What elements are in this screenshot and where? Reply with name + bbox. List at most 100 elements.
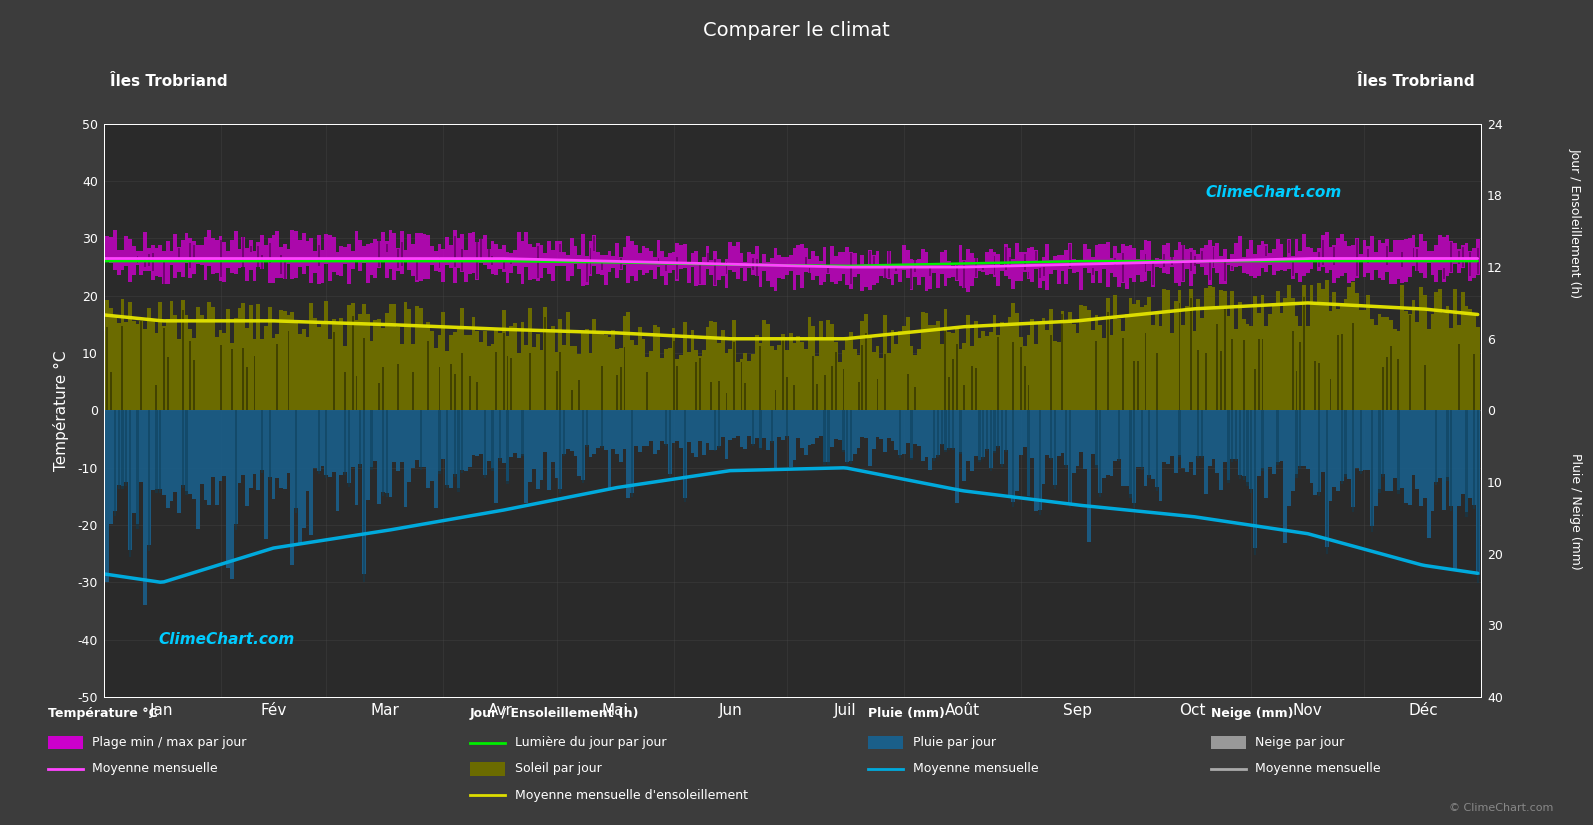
- Bar: [226, 411, 229, 568]
- Bar: [1174, 250, 1177, 283]
- Bar: [347, 244, 350, 284]
- Text: Température °C: Température °C: [48, 707, 158, 720]
- Bar: [967, 249, 970, 292]
- Bar: [698, 411, 703, 441]
- Bar: [626, 411, 631, 498]
- Bar: [739, 359, 744, 411]
- Bar: [992, 252, 996, 277]
- Bar: [860, 255, 865, 290]
- Bar: [895, 268, 897, 271]
- Bar: [1435, 411, 1437, 485]
- Bar: [1276, 239, 1279, 271]
- Bar: [687, 352, 691, 411]
- Bar: [1027, 272, 1029, 279]
- Bar: [975, 368, 977, 411]
- Bar: [1257, 314, 1260, 411]
- Bar: [890, 266, 894, 285]
- Bar: [1431, 252, 1434, 276]
- Bar: [212, 307, 215, 411]
- Bar: [1378, 411, 1381, 489]
- Bar: [954, 265, 959, 281]
- Bar: [314, 318, 317, 411]
- Bar: [162, 262, 166, 284]
- Bar: [397, 411, 400, 470]
- Bar: [758, 411, 763, 448]
- Bar: [1276, 290, 1279, 411]
- Bar: [1020, 411, 1023, 455]
- Bar: [1215, 309, 1219, 411]
- Bar: [121, 250, 124, 270]
- Bar: [529, 352, 530, 411]
- Bar: [487, 249, 489, 262]
- Bar: [264, 245, 268, 262]
- Bar: [1284, 411, 1287, 543]
- Bar: [226, 252, 229, 267]
- Bar: [116, 323, 121, 411]
- Bar: [962, 411, 967, 481]
- Bar: [1034, 411, 1039, 511]
- Bar: [675, 359, 679, 411]
- Bar: [422, 234, 427, 279]
- Bar: [148, 411, 150, 551]
- Bar: [1400, 411, 1403, 488]
- Bar: [1147, 297, 1152, 411]
- Bar: [1309, 285, 1314, 411]
- Bar: [1411, 234, 1416, 266]
- Bar: [419, 411, 422, 467]
- Bar: [344, 411, 346, 475]
- Bar: [540, 411, 543, 480]
- Bar: [1086, 249, 1091, 273]
- Bar: [1136, 300, 1141, 411]
- Bar: [1423, 411, 1427, 497]
- Bar: [667, 348, 672, 411]
- Bar: [188, 238, 193, 278]
- Bar: [581, 333, 585, 411]
- Bar: [1031, 318, 1034, 411]
- Bar: [648, 411, 653, 441]
- Bar: [460, 308, 464, 411]
- Bar: [959, 245, 962, 286]
- Bar: [492, 257, 494, 265]
- Bar: [389, 304, 392, 411]
- Bar: [835, 342, 838, 411]
- Bar: [736, 411, 739, 436]
- Bar: [1039, 323, 1042, 411]
- Bar: [1246, 249, 1249, 274]
- Bar: [1050, 411, 1053, 460]
- Bar: [954, 327, 959, 411]
- Bar: [978, 338, 981, 411]
- Bar: [271, 234, 276, 283]
- Bar: [1260, 295, 1265, 411]
- Bar: [1268, 253, 1271, 265]
- Bar: [521, 411, 524, 454]
- Bar: [1133, 304, 1136, 411]
- Bar: [809, 267, 811, 273]
- Bar: [1000, 265, 1004, 271]
- Bar: [615, 349, 618, 411]
- Bar: [725, 393, 728, 411]
- Bar: [1152, 325, 1155, 411]
- Bar: [667, 252, 672, 272]
- Bar: [1352, 411, 1354, 512]
- Bar: [703, 411, 706, 455]
- Bar: [416, 233, 419, 281]
- Bar: [804, 257, 806, 265]
- Bar: [793, 248, 796, 290]
- Bar: [879, 358, 883, 411]
- Bar: [347, 305, 350, 411]
- Bar: [472, 232, 475, 273]
- Bar: [378, 319, 381, 411]
- Bar: [596, 411, 601, 448]
- Bar: [454, 411, 456, 478]
- Bar: [714, 260, 717, 285]
- Bar: [234, 231, 237, 274]
- Bar: [929, 325, 932, 411]
- Bar: [997, 411, 999, 448]
- Bar: [502, 309, 505, 411]
- Bar: [1254, 296, 1257, 411]
- Bar: [1188, 411, 1193, 462]
- Bar: [1118, 411, 1120, 461]
- Bar: [124, 323, 127, 411]
- Bar: [264, 411, 268, 539]
- Bar: [1141, 411, 1142, 470]
